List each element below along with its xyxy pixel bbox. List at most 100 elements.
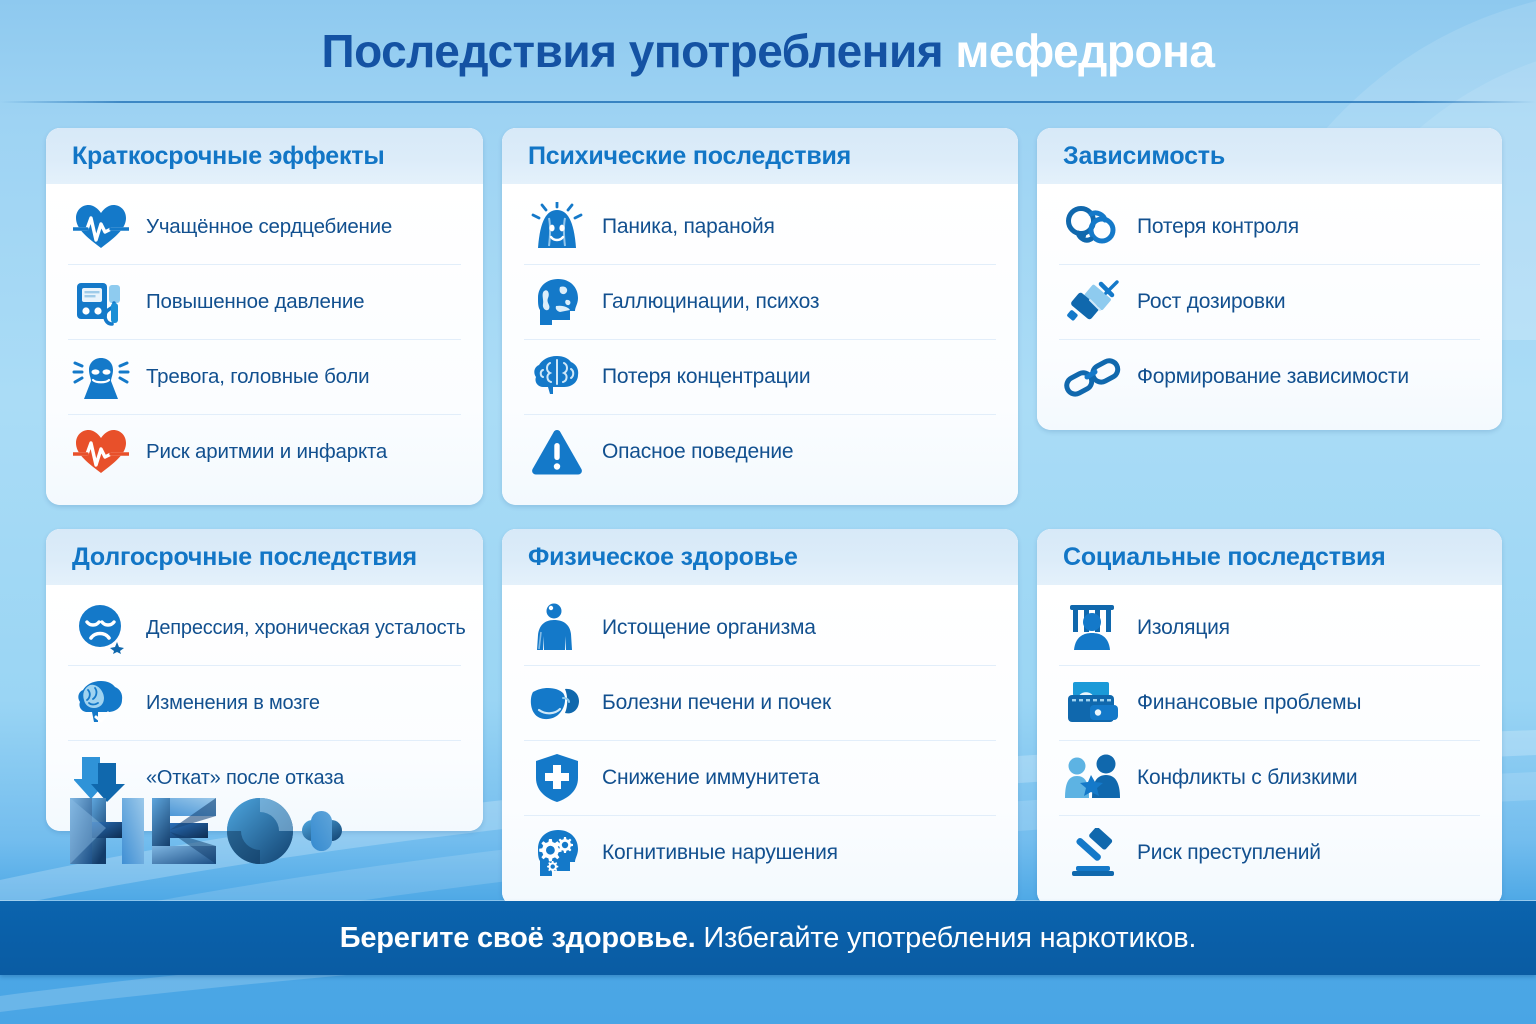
list-item-label: Опасное поведение xyxy=(602,439,794,463)
list-item-label: Потеря концентрации xyxy=(602,364,811,388)
chain-link-icon xyxy=(1061,349,1123,405)
card-body: Депрессия, хроническая усталость xyxy=(46,585,483,831)
card-body: Учащённое сердцебиение xyxy=(46,184,483,505)
list-item-label: Формирование зависимости xyxy=(1137,364,1409,388)
list-item-label: Финансовые проблемы xyxy=(1137,690,1362,714)
list-item[interactable]: Истощение организма xyxy=(524,591,996,666)
panic-face-icon xyxy=(526,199,588,255)
card-title: Социальные последствия xyxy=(1063,543,1386,571)
card-title: Зависимость xyxy=(1063,142,1225,170)
list-item[interactable]: Риск аритмии и инфаркта xyxy=(68,415,461,489)
footer-text-bold: Берегите своё здоровье. xyxy=(339,921,696,954)
warning-triangle-icon xyxy=(526,424,588,480)
list-item[interactable]: Изменения в мозге xyxy=(68,666,461,741)
list-item[interactable]: Рост дозировки xyxy=(1059,265,1480,340)
list-item[interactable]: Болезни печени и почек xyxy=(524,666,996,741)
list-item-label: Депрессия, хроническая усталость xyxy=(146,616,466,639)
card-physical-health: Физическое здоровье Истощение организма xyxy=(502,529,1018,906)
shield-cross-icon xyxy=(526,750,588,806)
card-title: Психические последствия xyxy=(528,142,852,170)
blood-pressure-monitor-icon xyxy=(70,274,132,330)
card-mental-consequences: Психические последствия xyxy=(502,128,1018,505)
list-item-label: Когнитивные нарушения xyxy=(602,840,838,864)
card-header: Физическое здоровье xyxy=(502,529,1018,585)
card-header: Психические последствия xyxy=(502,128,1018,184)
list-item-label: Изоляция xyxy=(1137,615,1230,639)
card-title: Физическое здоровье xyxy=(528,543,798,571)
list-item[interactable]: Учащённое сердцебиение xyxy=(68,190,461,265)
list-item-label: Повышенное давление xyxy=(146,290,365,314)
down-arrows-icon xyxy=(70,750,132,806)
list-item[interactable]: Повышенное давление xyxy=(68,265,461,340)
card-header: Социальные последствия xyxy=(1037,529,1502,585)
card-body: Истощение организма Болезни печени и поч… xyxy=(502,585,1018,906)
card-body: Потеря контроля Рост дозировки xyxy=(1037,184,1502,430)
footer-banner: Берегите своё здоровье. Избегайте употре… xyxy=(0,901,1536,975)
brain-change-icon xyxy=(70,675,132,731)
list-item-label: «Откат» после отказа xyxy=(146,766,345,789)
heartbeat-icon xyxy=(70,199,132,255)
liver-kidney-icon xyxy=(526,675,588,731)
list-item[interactable]: Снижение иммунитета xyxy=(524,741,996,816)
card-body: Паника, паранойя Галлюцинации, психоз xyxy=(502,184,1018,505)
footer-text-normal: Избегайте употребления наркотиков. xyxy=(695,921,1197,954)
list-item-label: Учащённое сердцебиение xyxy=(146,215,393,239)
title-divider xyxy=(0,101,1536,103)
wallet-icon xyxy=(1061,675,1123,731)
card-body: Изоляция xyxy=(1037,585,1502,906)
list-item[interactable]: Галлюцинации, психоз xyxy=(524,265,996,340)
list-item-label: Рост дозировки xyxy=(1137,289,1286,313)
list-item[interactable]: Тревога, головные боли xyxy=(68,340,461,415)
list-item[interactable]: «Откат» после отказа xyxy=(68,741,461,815)
list-item[interactable]: Паника, паранойя xyxy=(524,190,996,265)
list-item[interactable]: Финансовые проблемы xyxy=(1059,666,1480,741)
card-short-term-effects: Краткосрочные эффекты Учащённое сердцеби… xyxy=(46,128,483,505)
card-header: Долгосрочные последствия xyxy=(46,529,483,585)
card-header: Зависимость xyxy=(1037,128,1502,184)
list-item-label: Тревога, головные боли xyxy=(146,365,370,389)
page-title-accent: мефедрона xyxy=(955,25,1215,77)
red-heart-arrhythmia-icon xyxy=(70,424,132,480)
list-item-label: Конфликты с близкими xyxy=(1137,765,1358,789)
sad-face-icon xyxy=(70,600,132,656)
list-item[interactable]: Риск преступлений xyxy=(1059,816,1480,890)
page-title-primary: Последствия употребления xyxy=(321,25,956,77)
conflict-people-icon xyxy=(1061,750,1123,806)
list-item-label: Потеря контроля xyxy=(1137,214,1299,238)
card-title: Долгосрочные последствия xyxy=(72,543,417,571)
list-item-label: Снижение иммунитета xyxy=(602,765,820,789)
list-item-label: Галлюцинации, психоз xyxy=(602,289,820,313)
list-item-label: Риск преступлений xyxy=(1137,840,1321,864)
list-item-label: Риск аритмии и инфаркта xyxy=(146,440,388,464)
headache-person-icon xyxy=(70,349,132,405)
list-item[interactable]: Опасное поведение xyxy=(524,415,996,489)
handcuffs-icon xyxy=(1061,199,1123,255)
card-social-consequences: Социальные последствия xyxy=(1037,529,1502,906)
list-item[interactable]: Потеря контроля xyxy=(1059,190,1480,265)
list-item[interactable]: Потеря концентрации xyxy=(524,340,996,415)
list-item[interactable]: Депрессия, хроническая усталость xyxy=(68,591,466,666)
cards-grid: Краткосрочные эффекты Учащённое сердцеби… xyxy=(46,128,1502,906)
hallucination-head-icon xyxy=(526,274,588,330)
page-title: Последствия употребления мефедрона xyxy=(0,26,1536,77)
list-item-label: Паника, паранойя xyxy=(602,214,775,238)
list-item[interactable]: Когнитивные нарушения xyxy=(524,816,996,890)
list-item[interactable]: Формирование зависимости xyxy=(1059,340,1480,414)
list-item-label: Истощение организма xyxy=(602,615,816,639)
card-long-term-consequences: Долгосрочные последствия Депрессия, хрон… xyxy=(46,529,483,831)
list-item-label: Изменения в мозге xyxy=(146,691,320,714)
list-item-label: Болезни печени и почек xyxy=(602,690,831,714)
brain-icon xyxy=(526,349,588,405)
syringe-icon xyxy=(1061,274,1123,330)
head-gears-icon xyxy=(526,825,588,881)
card-dependence: Зависимость Потеря контроля xyxy=(1037,128,1502,430)
card-header: Краткосрочные эффекты xyxy=(46,128,483,184)
brand-logo xyxy=(66,792,344,868)
thin-body-icon xyxy=(526,600,588,656)
list-item[interactable]: Конфликты с близкими xyxy=(1059,741,1480,816)
card-title: Краткосрочные эффекты xyxy=(72,142,385,170)
prison-bars-icon xyxy=(1061,600,1123,656)
list-item[interactable]: Изоляция xyxy=(1059,591,1480,666)
gavel-icon xyxy=(1061,825,1123,881)
